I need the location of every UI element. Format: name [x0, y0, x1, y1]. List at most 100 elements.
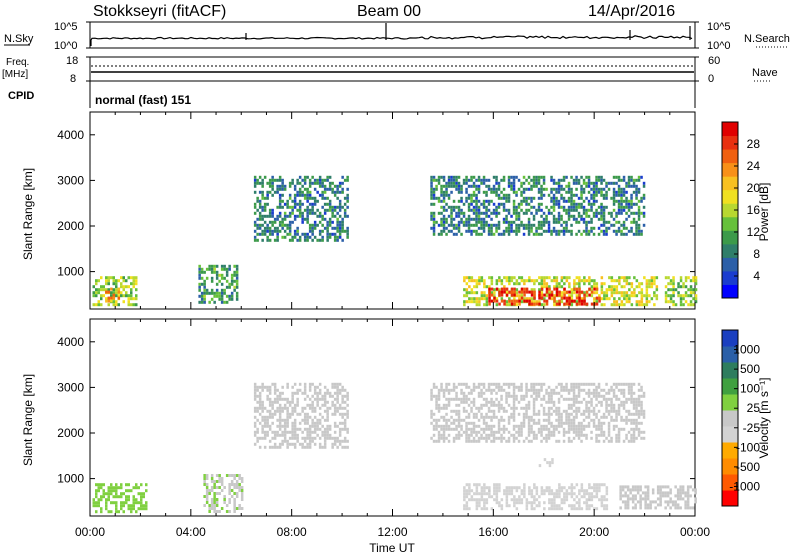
heatmap-cell [490, 279, 494, 283]
heatmap-cell [485, 433, 488, 437]
colorbar-swatch [722, 243, 738, 258]
heatmap-cell [597, 190, 601, 194]
colorbar-swatch [722, 362, 738, 379]
heatmap-cell [460, 196, 463, 200]
heatmap-cell [203, 297, 206, 301]
heatmap-cell [570, 175, 573, 179]
heatmap-cell [543, 299, 546, 303]
heatmap-cell [432, 187, 436, 191]
heatmap-cell [318, 175, 322, 179]
heatmap-cell [283, 406, 287, 410]
heatmap-cell [659, 491, 662, 495]
heatmap-cell [533, 279, 536, 283]
heatmap-cell [430, 178, 433, 182]
heatmap-cell [522, 232, 526, 236]
heatmap-cell [669, 294, 673, 298]
heatmap-cell [316, 391, 319, 395]
heatmap-cell [480, 211, 483, 215]
heatmap-cell [510, 302, 514, 306]
heatmap-cell [293, 214, 297, 218]
heatmap-cell [435, 424, 438, 428]
heatmap-cell [485, 492, 489, 496]
heatmap-cell [512, 211, 516, 215]
heatmap-cell [578, 498, 581, 502]
heatmap-cell [620, 232, 623, 236]
heatmap-cell [587, 181, 591, 185]
heatmap-cell [266, 433, 269, 437]
heatmap-cell [467, 391, 471, 395]
heatmap-cell [273, 430, 277, 434]
heatmap-cell [542, 412, 546, 416]
heatmap-cell [291, 220, 294, 224]
heatmap-cell [256, 388, 259, 392]
heatmap-cell [532, 391, 536, 395]
heatmap-cell [120, 504, 123, 508]
heatmap-cell [273, 391, 277, 395]
heatmap-cell [505, 427, 508, 431]
heatmap-cell [430, 184, 433, 188]
heatmap-cell [333, 214, 337, 218]
heatmap-cell [100, 303, 103, 307]
heatmap-cell [276, 418, 279, 422]
heatmap-cell [610, 406, 613, 410]
heatmap-cell [107, 279, 110, 283]
heatmap-cell [520, 300, 524, 304]
heatmap-cell [585, 181, 588, 185]
heatmap-cell [306, 412, 309, 416]
heatmap-cell [271, 415, 274, 419]
heatmap-cell [545, 299, 549, 303]
heatmap-cell [635, 187, 638, 191]
heatmap-cell [631, 488, 635, 492]
heatmap-cell [293, 433, 297, 437]
heatmap-cell [296, 214, 299, 218]
heatmap-cell [555, 391, 558, 395]
heatmap-cell [612, 403, 616, 407]
heatmap-cell [298, 199, 302, 203]
heatmap-cell [326, 238, 329, 242]
heatmap-cell [617, 205, 621, 209]
heatmap-cell [525, 223, 528, 227]
heatmap-cell [435, 220, 438, 224]
y-tick-label: 2000 [57, 219, 84, 233]
heatmap-cell [235, 294, 239, 298]
heatmap-cell [517, 388, 521, 392]
nsearch-label: N.Search [744, 33, 790, 45]
heatmap-cell [500, 385, 503, 389]
heatmap-cell [490, 217, 493, 221]
heatmap-cell [331, 403, 334, 407]
heatmap-cell [522, 406, 526, 410]
heatmap-cell [135, 303, 138, 307]
heatmap-cell [635, 202, 638, 206]
heatmap-cell [235, 492, 239, 495]
heatmap-cell [507, 421, 511, 425]
heatmap-cell [470, 388, 473, 392]
heatmap-cell [505, 486, 509, 490]
heatmap-cell [281, 433, 284, 437]
heatmap-cell [659, 485, 662, 489]
heatmap-cell [503, 299, 506, 303]
heatmap-cell [597, 400, 601, 404]
heatmap-cell [220, 267, 224, 271]
heatmap-cell [567, 181, 571, 185]
heatmap-cell [435, 394, 438, 398]
heatmap-cell [271, 223, 274, 227]
heatmap-cell [565, 290, 569, 294]
heatmap-cell [651, 491, 655, 495]
heatmap-cell [338, 190, 342, 194]
heatmap-cell [495, 175, 498, 179]
heatmap-cell [607, 421, 611, 425]
heatmap-cell [600, 424, 603, 428]
heatmap-cell [107, 495, 110, 499]
heatmap-cell [223, 264, 226, 268]
heatmap-cell [645, 285, 649, 289]
heatmap-cell [346, 205, 349, 209]
heatmap-cell [590, 382, 593, 386]
heatmap-cell [577, 202, 581, 206]
heatmap-cell [567, 196, 571, 200]
heatmap-cell [102, 294, 105, 298]
heatmap-cell [540, 427, 543, 431]
heatmap-cell [495, 436, 498, 440]
heatmap-cell [117, 510, 120, 514]
heatmap-cell [507, 196, 511, 200]
heatmap-cell [593, 507, 596, 511]
